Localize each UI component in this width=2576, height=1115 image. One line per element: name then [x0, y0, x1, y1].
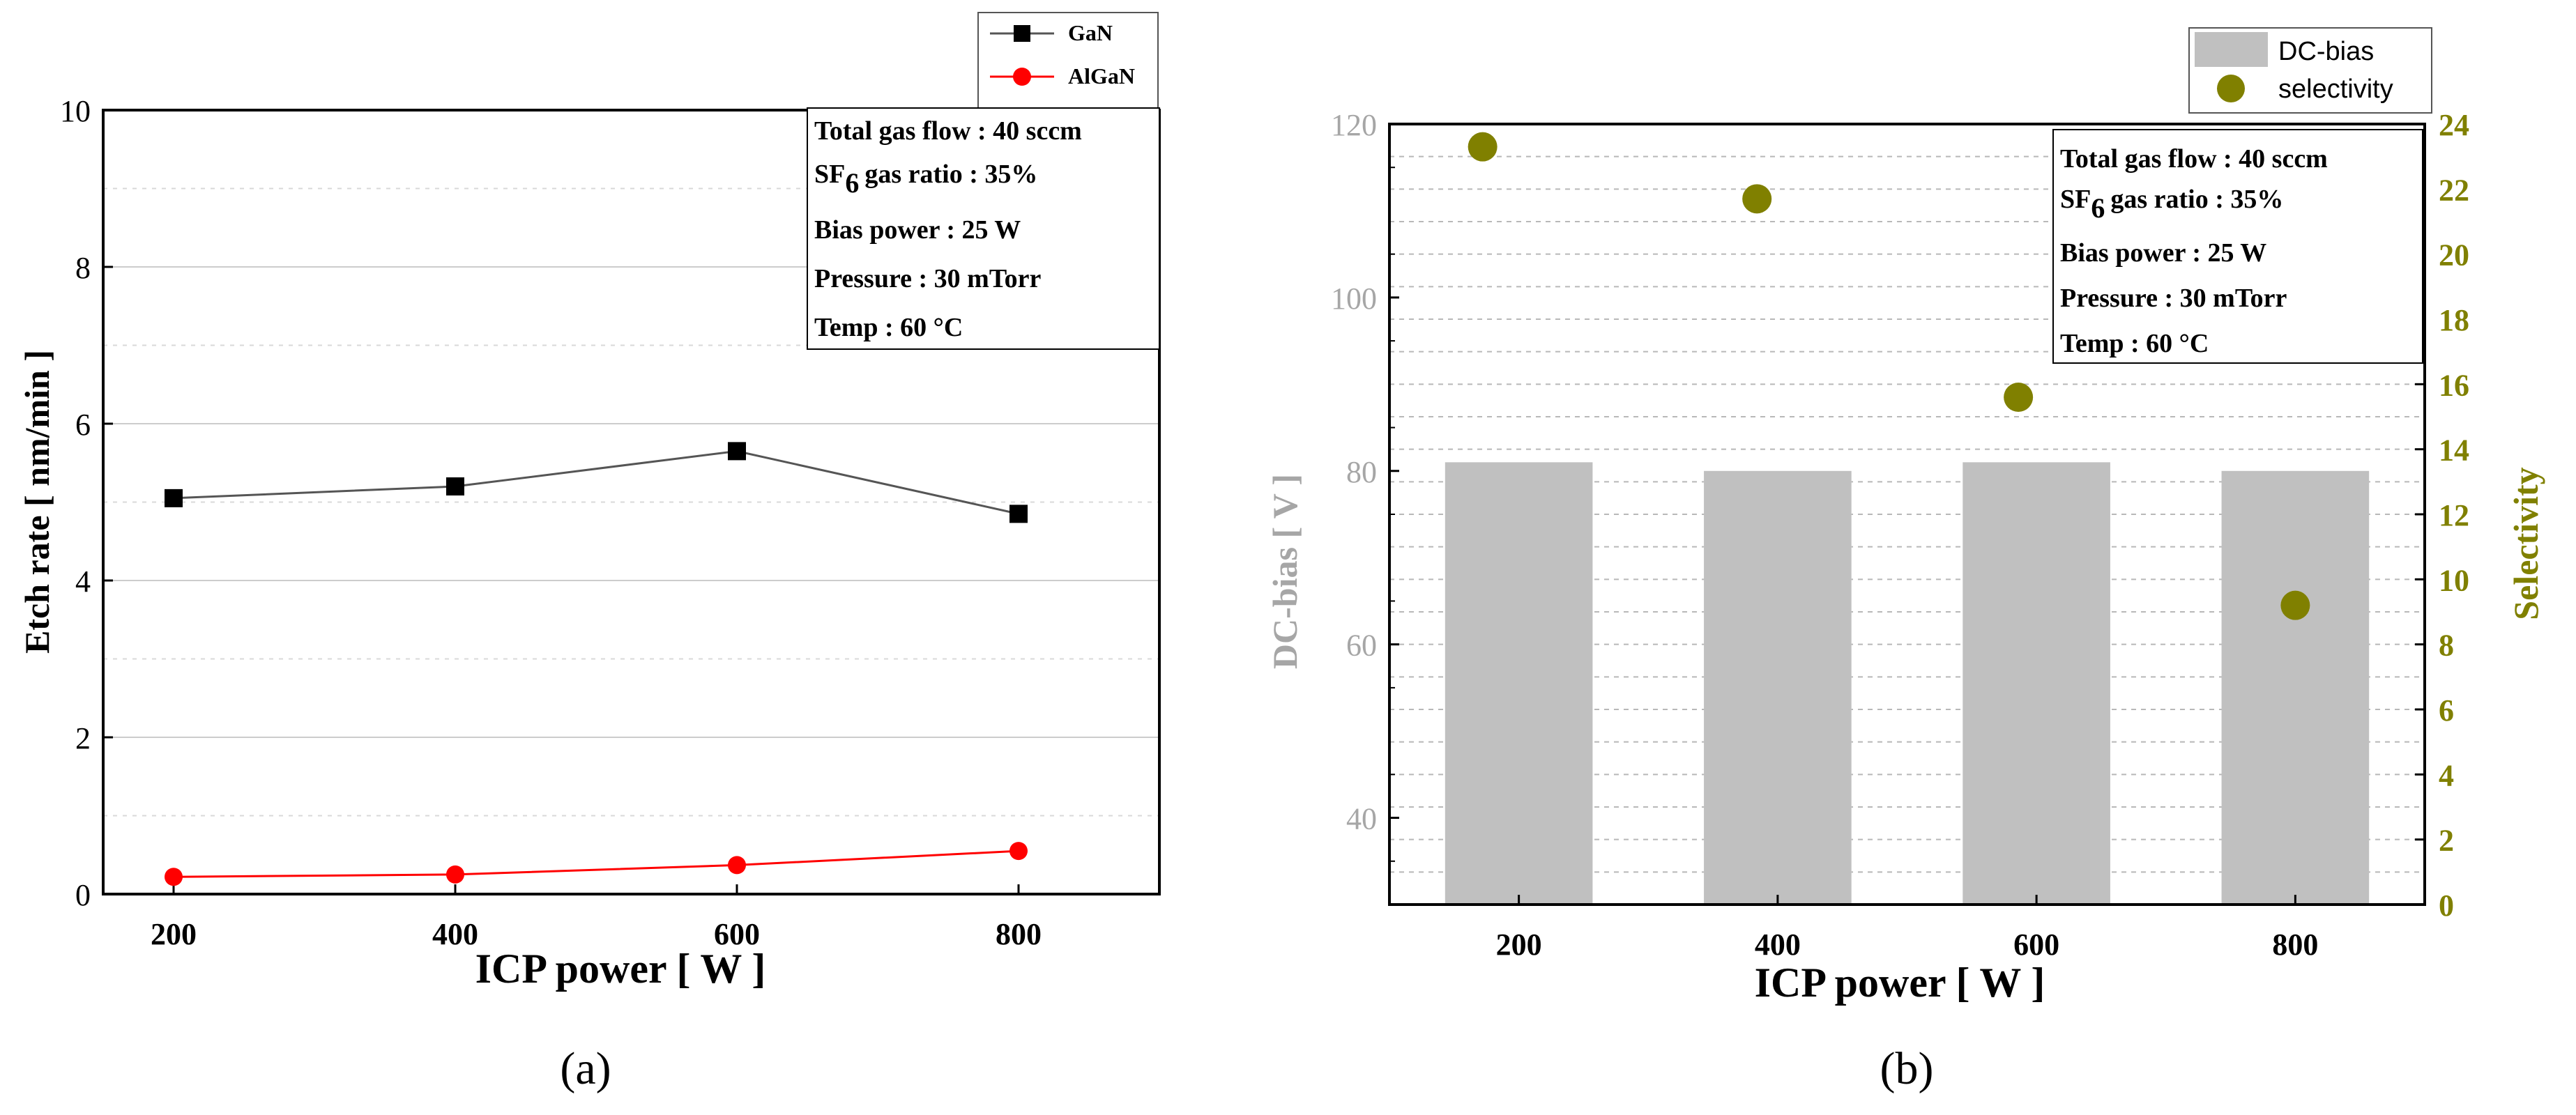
- data-point-selectivity: [1742, 184, 1772, 214]
- x-tick-label: 200: [1496, 928, 1542, 962]
- y2-tick-label: 18: [2439, 303, 2469, 337]
- data-point-gan: [1009, 505, 1028, 523]
- panel-a-line-chart: 0 2 4 6 8 10 200 400 600 800 Etch rate [ nm/min …: [17, 12, 1161, 1094]
- y-tick-label: 4: [75, 564, 91, 599]
- bar-dc-bias: [1704, 470, 1852, 905]
- annotation-sf-main: SF: [814, 160, 845, 189]
- y-tick-label: 120: [1331, 108, 1377, 142]
- annotation-gas-flow: Total gas flow : 40 sccm: [2060, 144, 2328, 174]
- y-tick-label: 10: [60, 94, 91, 128]
- caption: (b): [1880, 1043, 1934, 1094]
- data-point-selectivity: [2280, 590, 2310, 620]
- data-point-algan: [1009, 842, 1028, 861]
- legend-label-dc-bias: DC-bias: [2278, 37, 2374, 66]
- x-tick-label: 800: [996, 917, 1042, 951]
- annotation-pressure: Pressure : 30 mTorr: [2060, 284, 2287, 313]
- annotation-pressure: Pressure : 30 mTorr: [814, 264, 1042, 293]
- y-axis-ticks: 0 2 4 6 8 10: [60, 94, 113, 912]
- x-tick-label: 400: [1755, 928, 1801, 962]
- series-line-algan: [173, 849, 1019, 878]
- legend: DC-bias selectivity: [2188, 27, 2432, 114]
- annotation-gas-flow: Total gas flow : 40 sccm: [814, 116, 1082, 146]
- y2-tick-label: 24: [2439, 108, 2469, 142]
- scatter-series: [1468, 132, 2310, 620]
- annotation-temp: Temp : 60 °C: [2060, 329, 2209, 358]
- annotation-sf-sub: 6: [2091, 192, 2105, 224]
- y-tick-label: 8: [75, 251, 91, 285]
- y2-tick-label: 22: [2439, 173, 2469, 207]
- data-point-algan: [728, 856, 746, 875]
- y-tick-label: 80: [1346, 455, 1377, 489]
- y2-tick-label: 2: [2439, 824, 2454, 858]
- legend-label-selectivity: selectivity: [2278, 75, 2393, 104]
- annotation-sf6-ratio: SF6 gas ratio : 35%: [814, 160, 1037, 199]
- annotation-sf-sub: 6: [845, 167, 859, 199]
- bar-dc-bias: [2221, 470, 2370, 905]
- bar-series: [1445, 462, 2370, 905]
- y-tick-label: 0: [75, 878, 91, 912]
- annotation-sf-main: SF: [2060, 185, 2091, 214]
- legend-item-algan: AlGaN: [990, 63, 1135, 89]
- bar-dc-bias: [1963, 462, 2110, 905]
- y2-tick-label: 0: [2439, 889, 2454, 923]
- y2-tick-label: 16: [2439, 368, 2469, 402]
- x-axis-label: ICP power [ W ]: [475, 946, 766, 992]
- x-tick-label: 600: [714, 917, 760, 951]
- data-point-selectivity: [2004, 383, 2034, 412]
- y2-tick-label: 10: [2439, 563, 2469, 597]
- legend: GaN AlGaN: [977, 12, 1159, 112]
- conditions-annotation: Total gas flow : 40 sccm SF6 gas ratio : …: [2052, 129, 2423, 364]
- data-point-gan: [728, 442, 746, 461]
- y2-tick-label: 4: [2439, 758, 2454, 792]
- conditions-annotation: Total gas flow : 40 sccm SF6 gas ratio : …: [807, 107, 1160, 350]
- legend-label-gan: GaN: [1068, 20, 1113, 45]
- y2-tick-label: 6: [2439, 693, 2454, 728]
- x-tick-label: 800: [2272, 928, 2318, 962]
- x-axis-ticks: 200 400 600 800: [1496, 895, 2318, 962]
- x-axis-ticks: 200 400 600 800: [151, 884, 1042, 951]
- y-tick-label: 40: [1346, 802, 1377, 836]
- annotation-bias-power: Bias power : 25 W: [2060, 238, 2266, 268]
- grid-lines: [103, 187, 1159, 817]
- bar-dc-bias: [1445, 462, 1593, 905]
- x-tick-label: 400: [432, 917, 478, 951]
- legend-marker-selectivity: [2217, 75, 2245, 102]
- legend-swatch-dc-bias: [2195, 32, 2268, 67]
- series-line-gan: [173, 449, 1019, 515]
- y2-tick-label: 12: [2439, 498, 2469, 532]
- y2-tick-label: 20: [2439, 238, 2469, 272]
- x-axis-label: ICP power [ W ]: [1755, 960, 2045, 1006]
- y-axis-label: DC-bias [ V ]: [1265, 474, 1304, 669]
- y2-tick-label: 8: [2439, 629, 2454, 663]
- y-tick-label: 100: [1331, 282, 1377, 316]
- plot-frame: [102, 109, 1161, 895]
- data-point-gan: [446, 477, 464, 495]
- annotation-bias-power: Bias power : 25 W: [814, 215, 1021, 245]
- x-tick-label: 600: [2013, 928, 2059, 962]
- annotation-temp: Temp : 60 °C: [814, 313, 963, 342]
- caption: (a): [560, 1043, 611, 1094]
- x-tick-label: 200: [151, 917, 197, 951]
- data-point-algan: [446, 865, 464, 884]
- annotation-ratio-text: gas ratio : 35%: [864, 160, 1037, 189]
- annotation-sf6-ratio: SF6 gas ratio : 35%: [2060, 185, 2283, 224]
- y-axis-label: Etch rate [ nm/min ]: [17, 350, 56, 654]
- left-y-axis-ticks: 40 60 80 100 120: [1331, 108, 1399, 862]
- y-tick-label: 6: [75, 408, 91, 442]
- legend-label-algan: AlGaN: [1068, 63, 1135, 89]
- y-tick-label: 60: [1346, 629, 1377, 663]
- annotation-ratio-text: gas ratio : 35%: [2110, 185, 2283, 214]
- y-tick-label: 2: [75, 721, 91, 755]
- data-point-selectivity: [1468, 132, 1497, 162]
- data-point-algan: [165, 868, 183, 886]
- series-layer: [165, 442, 1028, 886]
- y2-tick-label: 14: [2439, 433, 2469, 468]
- y2-axis-label: Selectivity: [2506, 467, 2545, 620]
- data-point-gan: [165, 489, 183, 507]
- legend-item-gan: GaN: [990, 20, 1113, 45]
